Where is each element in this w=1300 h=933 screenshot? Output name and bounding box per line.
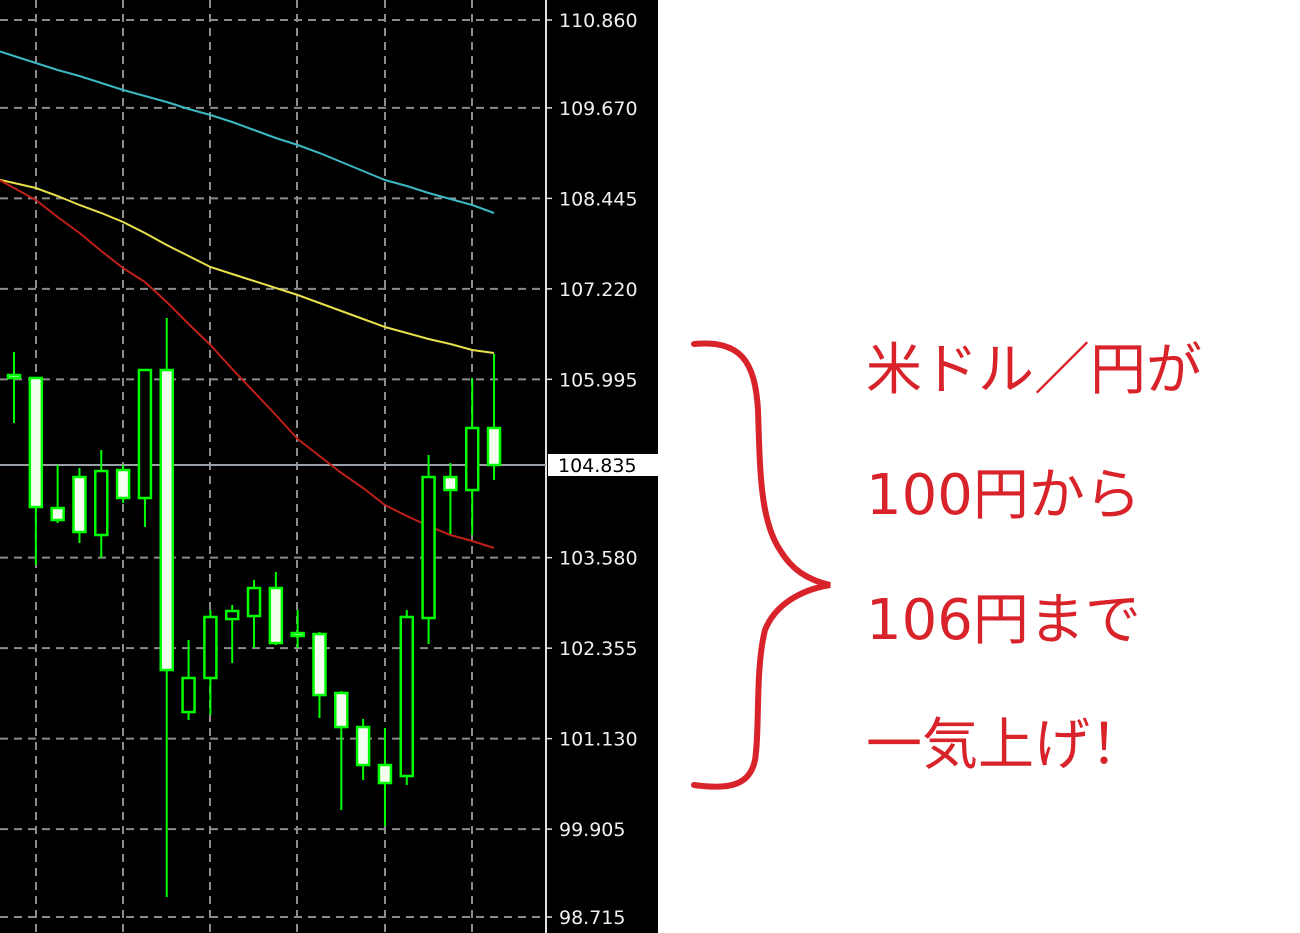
candle-body-bullish (203, 615, 218, 680)
y-tick-label: 110.860 (559, 10, 638, 32)
candle-body-bearish (334, 691, 349, 729)
candle-body-bearish (159, 368, 174, 672)
candlestick-chart: 110.860 109.670 108.445 107.220 105.995 103.5… (0, 0, 658, 933)
moving-average-line-1 (0, 50, 495, 214)
y-tick-label: 109.670 (559, 98, 638, 120)
y-tick-label: 99.905 (559, 819, 625, 841)
candle-body-bearish (115, 468, 131, 500)
annotation-line-1: 米ドル／円が (866, 338, 1202, 403)
annotation-line-3: 106円まで (866, 588, 1141, 653)
candle-body-bearish (6, 373, 22, 380)
y-tick-label: 108.445 (559, 188, 638, 210)
candle-body-bullish (137, 368, 153, 500)
y-tick-label: 103.580 (559, 548, 638, 570)
annotation-line-2: 100円から (866, 463, 1141, 528)
y-tick-label: 107.220 (559, 279, 638, 301)
candle-body-bearish (312, 632, 327, 697)
candle-body-bearish (28, 376, 44, 509)
current-price-box (548, 453, 658, 476)
candle-body-bearish (290, 631, 305, 638)
candle-body-bearish (443, 475, 458, 492)
candle-body-bullish (94, 469, 109, 537)
plot-background (0, 0, 546, 933)
candle-body-bullish (224, 609, 240, 621)
annotation-brace (691, 340, 831, 790)
y-tick-label: 101.130 (559, 729, 638, 751)
candle-body-bullish (181, 676, 196, 714)
moving-average-line-2 (0, 178, 495, 354)
annotation-line-4: 一気上げ！ (866, 713, 1146, 778)
candle-body-bullish (421, 475, 436, 620)
y-tick-label: 98.715 (559, 907, 625, 929)
candle-body-bullish (246, 586, 262, 618)
candle-body-bullish (399, 615, 415, 778)
candle-body-bearish (377, 763, 393, 785)
candle-body-bearish (486, 426, 502, 467)
candle-body-bearish (50, 506, 65, 522)
y-tick-label: 105.995 (559, 369, 638, 391)
candle-body-bearish (72, 475, 87, 534)
current-price-label: 104.835 (558, 455, 637, 477)
y-tick-label: 102.355 (559, 638, 638, 660)
candle-body-bearish (355, 725, 371, 767)
candle-body-bearish (268, 586, 284, 645)
moving-average-line-3 (0, 179, 495, 549)
candle-body-bullish (464, 426, 480, 492)
